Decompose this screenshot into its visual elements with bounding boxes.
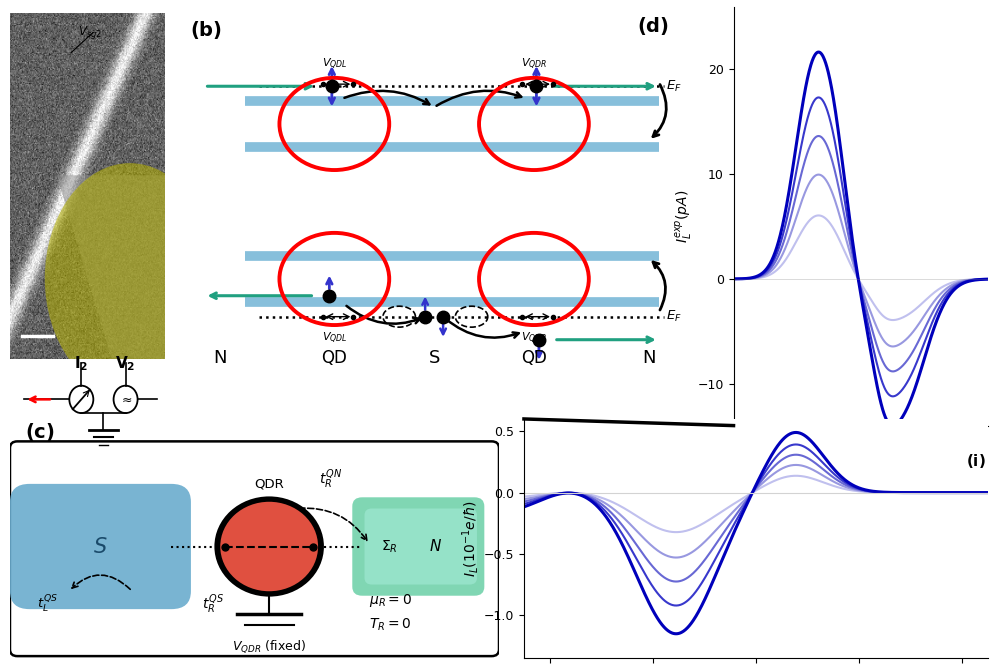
Text: S: S <box>428 348 440 367</box>
Text: $\Sigma_R$: $\Sigma_R$ <box>380 538 397 555</box>
Text: $V_{QDR}$: $V_{QDR}$ <box>521 57 547 72</box>
Text: $\mathbf{(b)}$: $\mathbf{(b)}$ <box>190 19 222 41</box>
Text: QD: QD <box>321 348 347 367</box>
Y-axis label: $I_L(10^{-1}e/\hbar)$: $I_L(10^{-1}e/\hbar)$ <box>460 500 481 577</box>
Text: $V_{QDR}$ (fixed): $V_{QDR}$ (fixed) <box>233 638 306 655</box>
Text: $E_F$: $E_F$ <box>667 309 682 325</box>
Text: $T_R = 0$: $T_R = 0$ <box>369 616 412 633</box>
Text: S: S <box>94 537 107 557</box>
Text: QDR: QDR <box>254 477 284 491</box>
Text: $t_R^{QS}$: $t_R^{QS}$ <box>202 593 224 616</box>
Text: $\mathbf{(i)}$: $\mathbf{(i)}$ <box>966 452 986 470</box>
Text: $V_{QDR}$: $V_{QDR}$ <box>521 331 547 346</box>
Circle shape <box>221 502 318 591</box>
Circle shape <box>215 496 324 597</box>
Text: $E_F$: $E_F$ <box>667 78 682 94</box>
Text: N: N <box>430 539 441 554</box>
Text: $t_L^{QS}$: $t_L^{QS}$ <box>37 594 58 615</box>
FancyBboxPatch shape <box>352 497 484 596</box>
Text: N: N <box>642 348 656 367</box>
Text: $\mathbf{I_2}$: $\mathbf{I_2}$ <box>74 354 89 372</box>
Text: $\mathbf{(d)}$: $\mathbf{(d)}$ <box>637 15 669 37</box>
Text: $\approx$: $\approx$ <box>119 393 133 406</box>
Text: $\mathbf{(c)}$: $\mathbf{(c)}$ <box>25 421 54 444</box>
Text: $\mathbf{V_2}$: $\mathbf{V_2}$ <box>116 354 136 372</box>
Text: $V_{QDL}$: $V_{QDL}$ <box>321 331 347 346</box>
Text: $V_{QDL}$: $V_{QDL}$ <box>321 57 347 72</box>
Text: QD: QD <box>521 348 547 367</box>
Text: N: N <box>213 348 227 367</box>
Text: $t_R^{QN}$: $t_R^{QN}$ <box>318 468 341 491</box>
FancyBboxPatch shape <box>364 509 477 585</box>
FancyBboxPatch shape <box>10 484 191 609</box>
Text: $V_{sg2}$: $V_{sg2}$ <box>79 24 103 41</box>
Y-axis label: $I_L^{exp}(pA)$: $I_L^{exp}(pA)$ <box>674 190 695 243</box>
Ellipse shape <box>45 163 215 394</box>
Text: $\mu_R = 0$: $\mu_R = 0$ <box>369 592 412 608</box>
